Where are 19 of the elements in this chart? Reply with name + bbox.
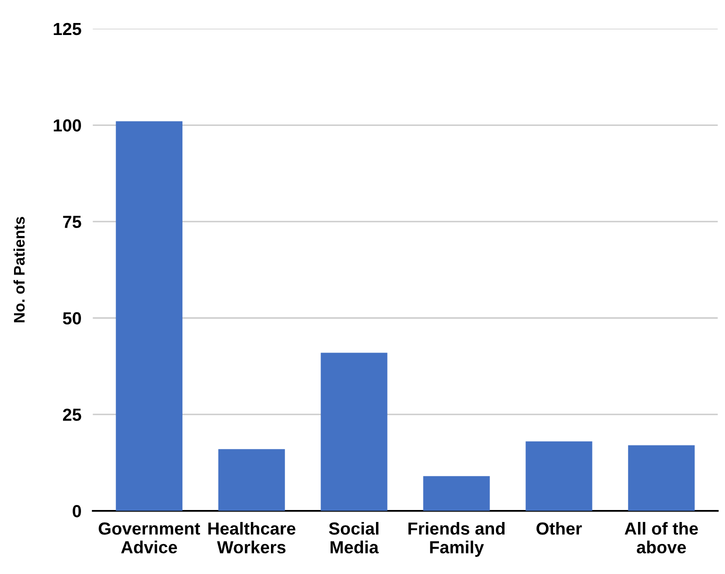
- bar: [116, 121, 182, 511]
- y-tick-label: 100: [54, 119, 81, 132]
- x-tick-label: Healthcare Workers: [208, 522, 296, 554]
- y-axis-title: No. of Patients: [13, 216, 25, 322]
- y-tick-label: 75: [63, 216, 82, 228]
- y-tick-label: 50: [62, 312, 81, 324]
- y-tick-label: 25: [62, 408, 82, 421]
- bar: [628, 445, 695, 511]
- y-tick-label: 0: [72, 505, 81, 518]
- x-tick-label: Other: [536, 522, 582, 535]
- x-tick-label: Social Media: [328, 522, 379, 554]
- y-tick-label: 125: [54, 22, 82, 36]
- bar: [423, 476, 490, 511]
- x-tick-label: Friends and Family: [408, 522, 505, 557]
- x-tick-label: Government Advice: [98, 522, 200, 554]
- bar: [218, 449, 285, 511]
- bar: [526, 441, 592, 511]
- x-tick-label: All of the above: [624, 522, 698, 554]
- bar: [320, 352, 388, 511]
